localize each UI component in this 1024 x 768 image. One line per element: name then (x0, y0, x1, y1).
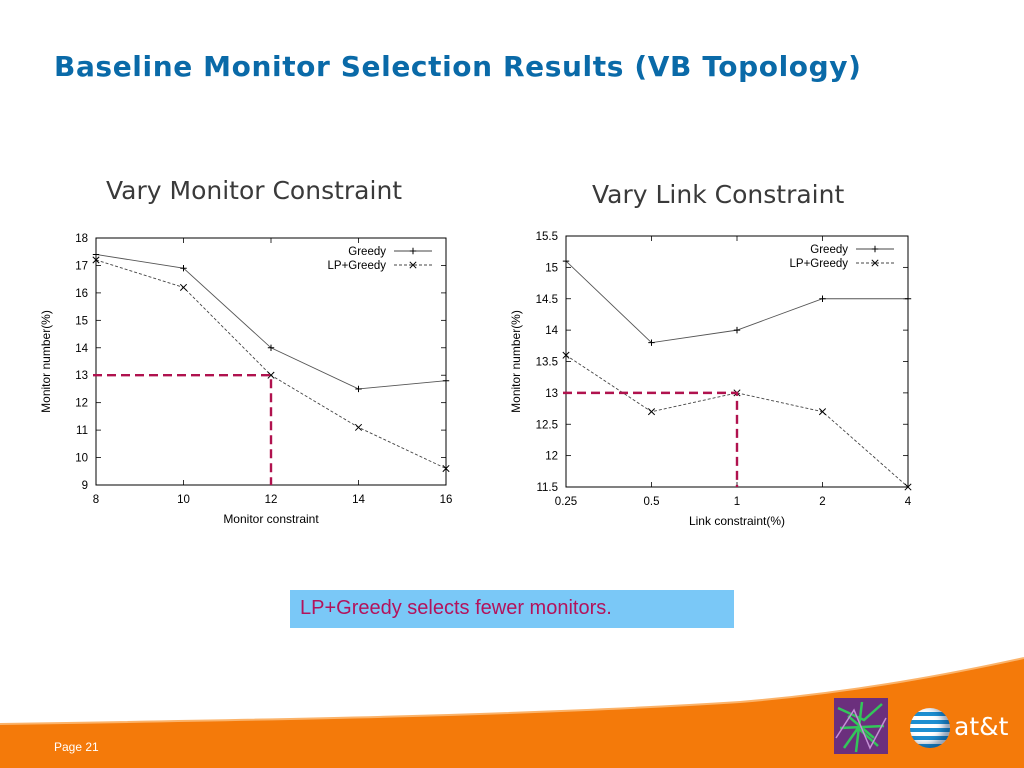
att-globe-icon (910, 708, 950, 748)
c1-y-tick-label: 10 (75, 453, 88, 465)
c2-series-2-point (904, 483, 912, 491)
c1-y-tick-label: 15 (75, 315, 88, 327)
c1-legend-marker-1 (409, 247, 417, 255)
c1-series-2-point (354, 423, 363, 431)
c2-series-1-point (648, 339, 655, 346)
c2-y-tick-label: 13.5 (536, 357, 558, 369)
callout-box: LP+Greedy selects fewer monitors. (290, 590, 734, 628)
slide-title: Baseline Monitor Selection Results (VB T… (54, 50, 862, 83)
c1-series-1-point (442, 377, 450, 384)
footer-swoosh (0, 657, 1024, 768)
c1-y-axis-label: Monitor number(%) (39, 310, 53, 413)
c1-x-tick-label: 14 (352, 494, 365, 506)
network-map-logo-icon (834, 698, 888, 754)
c1-y-tick-label: 18 (75, 233, 88, 245)
c2-y-tick-label: 11.5 (536, 482, 558, 494)
c2-highlight-guide (563, 391, 739, 487)
att-wordmark: at&t (954, 712, 1009, 741)
c2-series-1-point (904, 295, 912, 302)
c1-legend-marker-2 (409, 261, 417, 269)
c2-x-tick-label: 4 (905, 496, 912, 508)
c1-series-2-point (179, 283, 188, 291)
c2-legend-label-1: Greedy (810, 244, 848, 256)
c1-series-2-point (442, 464, 450, 473)
c2-x-tick-label: 1 (734, 496, 740, 508)
c1-legend-label-1: Greedy (348, 246, 386, 258)
c2-series-2-point (647, 408, 656, 416)
c2-legend-marker-1 (871, 245, 879, 253)
c2-series-1-point (819, 295, 826, 302)
chart-2-heading: Vary Link Constraint (592, 180, 845, 209)
c1-series-line-1 (95, 254, 447, 390)
c1-series-1-point (180, 264, 187, 272)
c1-x-tick-label: 10 (177, 494, 190, 506)
c2-y-tick-label: 15.5 (536, 231, 558, 243)
c1-y-tick-label: 13 (75, 370, 88, 382)
c2-y-tick-label: 15 (545, 262, 558, 274)
c1-series-2-point (267, 371, 275, 379)
c1-x-tick-label: 8 (93, 494, 99, 506)
c1-series-1-point (267, 344, 275, 351)
c1-series-2-point (92, 256, 100, 264)
c2-y-tick-label: 12 (545, 451, 558, 463)
c2-x-tick-label: 0.25 (555, 496, 577, 508)
c1-x-tick-label: 16 (440, 494, 453, 506)
c2-x-axis-label: Link constraint(%) (689, 514, 785, 528)
c1-legend-label-2: LP+Greedy (328, 260, 387, 272)
c2-y-tick-label: 14 (545, 325, 558, 337)
page-number: Page 21 (54, 740, 99, 754)
c1-highlight-guide (93, 374, 273, 485)
c2-series-2-point (818, 408, 827, 416)
c1-y-tick-label: 16 (75, 288, 88, 300)
c1-y-tick-label: 9 (82, 480, 88, 492)
c1-y-tick-label: 17 (75, 260, 88, 272)
c1-series-1-point (92, 251, 100, 258)
c2-y-tick-label: 12.5 (536, 419, 558, 431)
c2-legend-marker-2 (871, 259, 879, 267)
c2-legend-label-2: LP+Greedy (790, 258, 849, 270)
c1-series-1-point (355, 385, 362, 393)
c2-y-axis-label: Monitor number(%) (509, 310, 523, 413)
c2-x-tick-label: 0.5 (644, 496, 660, 508)
c2-series-1-point (733, 326, 741, 334)
c2-y-tick-label: 13 (545, 388, 558, 400)
c1-y-tick-label: 12 (75, 398, 88, 410)
c1-x-tick-label: 12 (265, 494, 278, 506)
callout-text: LP+Greedy selects fewer monitors. (300, 597, 612, 619)
c1-y-tick-label: 11 (76, 425, 88, 437)
chart-monitor-constraint: 9 10 11 12 13 14 15 16 17 18 8 10 12 14 16 Monitor cons… (39, 233, 453, 526)
c1-plot-frame (95, 237, 447, 486)
c1-y-tick-label: 14 (75, 343, 88, 355)
c2-series-1-point (562, 257, 570, 265)
chart-1-heading: Vary Monitor Constraint (106, 176, 403, 205)
c2-series-2-point (562, 351, 570, 359)
c2-y-tick-label: 14.5 (536, 294, 558, 306)
c1-x-axis-label: Monitor constraint (223, 512, 319, 526)
c2-x-tick-label: 2 (819, 496, 825, 508)
